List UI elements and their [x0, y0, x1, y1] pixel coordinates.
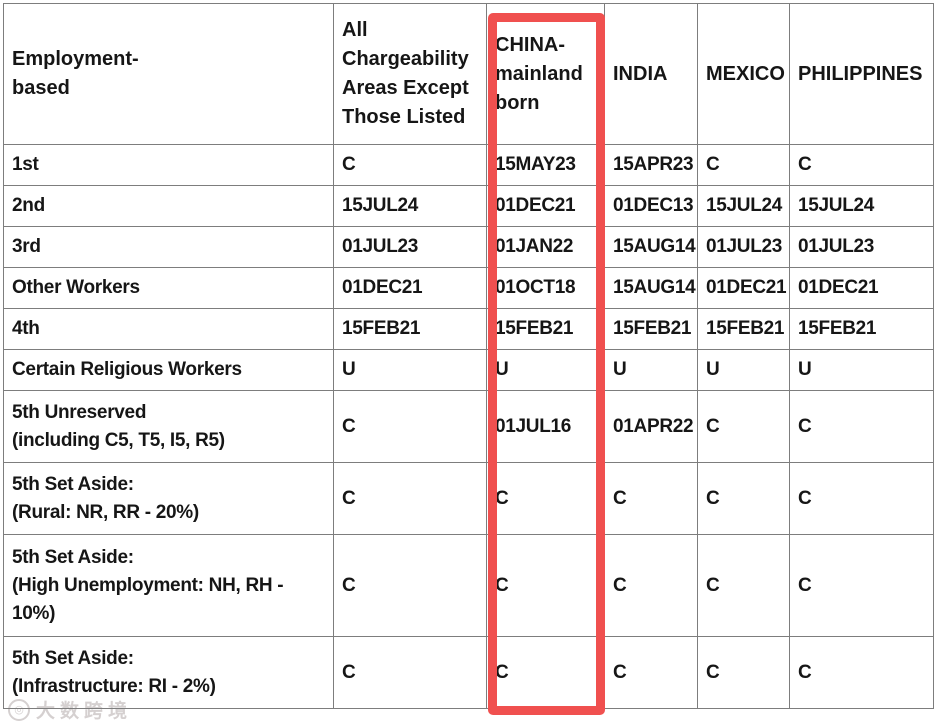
- table-row-4th: 4th 15FEB21 15FEB21 15FEB21 15FEB21 15FE…: [3, 308, 934, 350]
- table-row-5th-unreserved: 5th Unreserved (including C5, T5, I5, R5…: [3, 390, 934, 463]
- value-cell: U: [697, 349, 790, 391]
- header-china-mainland-born: CHINA- mainland born: [486, 3, 605, 145]
- table-row-5th-set-aside-rural: 5th Set Aside: (Rural: NR, RR - 20%) C C…: [3, 462, 934, 535]
- category-cell: 5th Set Aside: (High Unemployment: NH, R…: [3, 534, 334, 637]
- value-cell: C: [697, 534, 790, 637]
- category-cell: 5th Set Aside: (Rural: NR, RR - 20%): [3, 462, 334, 535]
- value-cell: C: [333, 462, 487, 535]
- value-cell: 01APR22: [604, 390, 698, 463]
- value-cell: 15FEB21: [697, 308, 790, 350]
- value-cell: 15AUG14: [604, 226, 698, 268]
- value-cell: C: [333, 534, 487, 637]
- value-cell: C: [789, 462, 934, 535]
- category-cell: 3rd: [3, 226, 334, 268]
- value-cell: 15APR23: [604, 144, 698, 186]
- category-cell: Other Workers: [3, 267, 334, 309]
- value-cell: 01DEC21: [789, 267, 934, 309]
- header-philippines: PHILIPPINES: [789, 3, 934, 145]
- header-employment-based: Employment- based: [3, 3, 334, 145]
- value-cell: U: [604, 349, 698, 391]
- category-cell: 2nd: [3, 185, 334, 227]
- value-cell: C: [486, 534, 605, 637]
- value-cell: C: [604, 534, 698, 637]
- header-india: INDIA: [604, 3, 698, 145]
- employment-based-table: Employment- based All Chargeability Area…: [3, 3, 934, 709]
- table-row-5th-set-aside-high-unemployment: 5th Set Aside: (High Unemployment: NH, R…: [3, 534, 934, 637]
- value-cell: C: [697, 462, 790, 535]
- value-cell: C: [333, 144, 487, 186]
- value-cell: C: [789, 390, 934, 463]
- value-cell: C: [333, 636, 487, 709]
- value-cell: 01JUL23: [697, 226, 790, 268]
- value-cell: 15AUG14: [604, 267, 698, 309]
- value-cell: 15FEB21: [486, 308, 605, 350]
- category-cell: Certain Religious Workers: [3, 349, 334, 391]
- value-cell: C: [789, 636, 934, 709]
- value-cell: 15FEB21: [789, 308, 934, 350]
- table-header-row: Employment- based All Chargeability Area…: [3, 3, 934, 145]
- value-cell: 15MAY23: [486, 144, 605, 186]
- value-cell: U: [333, 349, 487, 391]
- value-cell: U: [789, 349, 934, 391]
- value-cell: 15JUL24: [333, 185, 487, 227]
- value-cell: 15FEB21: [604, 308, 698, 350]
- table-row-5th-set-aside-infrastructure: 5th Set Aside: (Infrastructure: RI - 2%)…: [3, 636, 934, 709]
- value-cell: 01DEC21: [486, 185, 605, 227]
- category-cell: 5th Unreserved (including C5, T5, I5, R5…: [3, 390, 334, 463]
- value-cell: C: [697, 144, 790, 186]
- value-cell: C: [333, 390, 487, 463]
- value-cell: C: [604, 636, 698, 709]
- header-all-chargeability: All Chargeability Areas Except Those Lis…: [333, 3, 487, 145]
- value-cell: 01JUL23: [789, 226, 934, 268]
- value-cell: 01JUL23: [333, 226, 487, 268]
- table-row-other-workers: Other Workers 01DEC21 01OCT18 15AUG14 01…: [3, 267, 934, 309]
- value-cell: 15JUL24: [697, 185, 790, 227]
- value-cell: 01OCT18: [486, 267, 605, 309]
- value-cell: 01DEC13: [604, 185, 698, 227]
- value-cell: C: [789, 144, 934, 186]
- value-cell: C: [486, 636, 605, 709]
- value-cell: 01JUL16: [486, 390, 605, 463]
- table-row-3rd: 3rd 01JUL23 01JAN22 15AUG14 01JUL23 01JU…: [3, 226, 934, 268]
- table-row-2nd: 2nd 15JUL24 01DEC21 01DEC13 15JUL24 15JU…: [3, 185, 934, 227]
- value-cell: 01DEC21: [333, 267, 487, 309]
- value-cell: C: [604, 462, 698, 535]
- table-row-certain-religious-workers: Certain Religious Workers U U U U U: [3, 349, 934, 391]
- value-cell: C: [486, 462, 605, 535]
- value-cell: 15FEB21: [333, 308, 487, 350]
- category-cell: 4th: [3, 308, 334, 350]
- category-cell: 5th Set Aside: (Infrastructure: RI - 2%): [3, 636, 334, 709]
- value-cell: C: [789, 534, 934, 637]
- value-cell: 15JUL24: [789, 185, 934, 227]
- table-row-1st: 1st C 15MAY23 15APR23 C C: [3, 144, 934, 186]
- category-cell: 1st: [3, 144, 334, 186]
- header-mexico: MEXICO: [697, 3, 790, 145]
- value-cell: 01DEC21: [697, 267, 790, 309]
- value-cell: 01JAN22: [486, 226, 605, 268]
- value-cell: U: [486, 349, 605, 391]
- value-cell: C: [697, 636, 790, 709]
- value-cell: C: [697, 390, 790, 463]
